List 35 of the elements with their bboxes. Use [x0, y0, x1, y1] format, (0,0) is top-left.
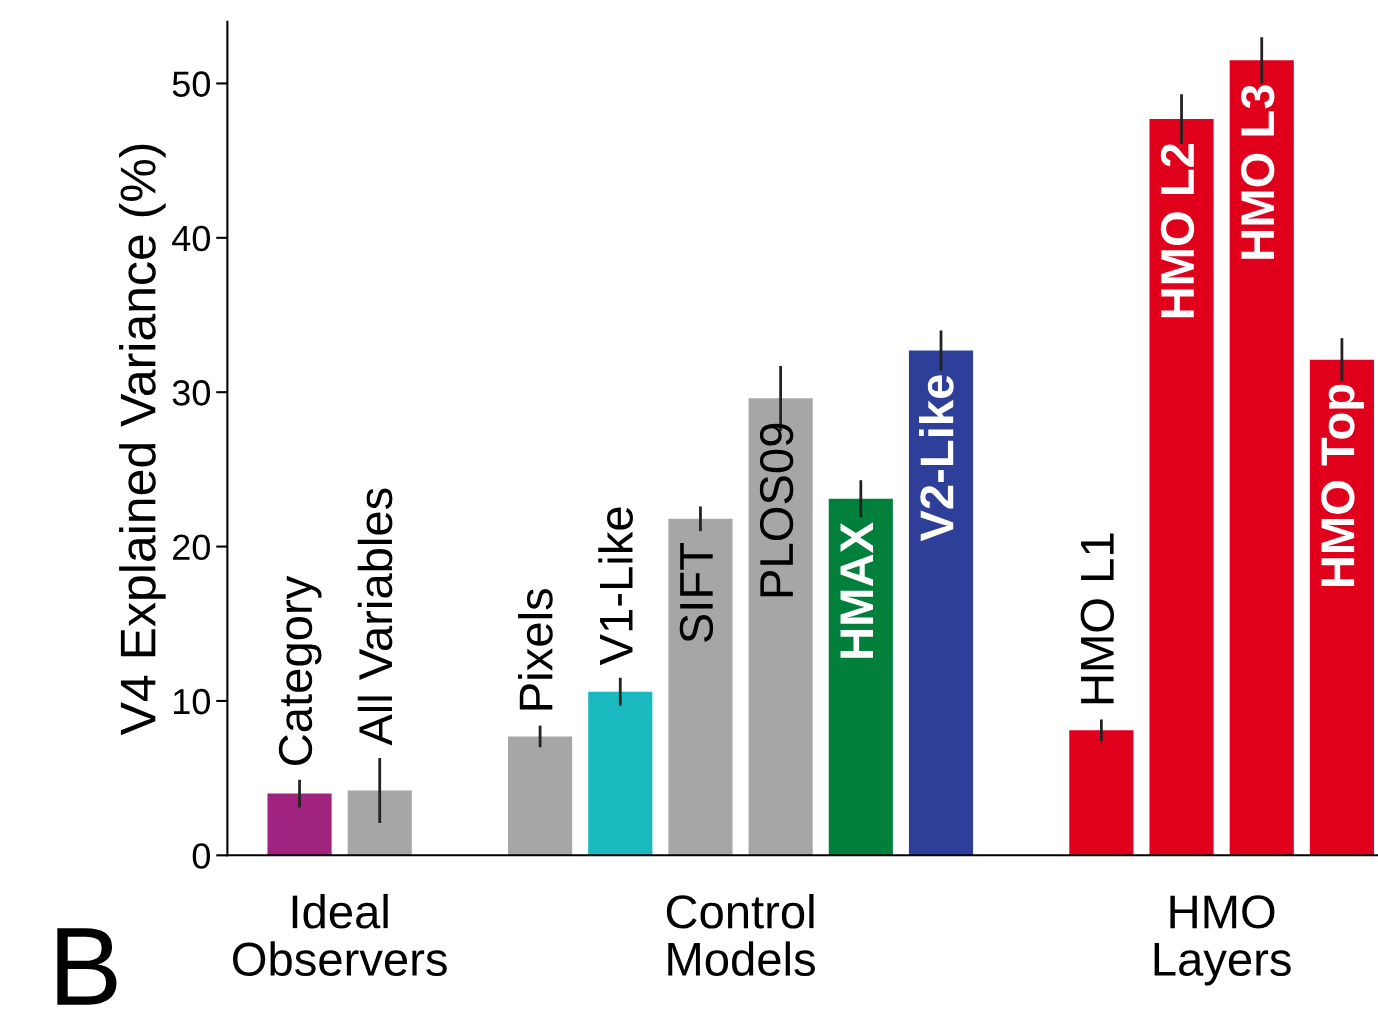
bar	[1309, 359, 1374, 856]
y-tick-label: 20	[173, 534, 210, 561]
x-tick-label: HMAX	[840, 522, 874, 658]
bar	[508, 736, 573, 856]
x-tick-label: PLOS09	[759, 423, 794, 597]
x-tick-label: SIFT	[679, 543, 714, 643]
y-axis-title: V4 Explained Variance (%)	[119, 144, 166, 736]
y-tick-label: 30	[172, 380, 210, 406]
text: B	[57, 928, 117, 1005]
x-tick-label: Category	[278, 575, 322, 765]
x-tick-label: Pixels	[518, 589, 553, 710]
y-tick-label: 40	[172, 225, 210, 252]
bar	[347, 790, 412, 856]
bar	[908, 350, 974, 856]
bar	[267, 793, 332, 856]
y-tick-label: 0	[192, 843, 210, 869]
x-tick-label: V1-Like	[598, 507, 633, 666]
x-tick-label: HMO Top	[1321, 384, 1364, 587]
text: Ideal Observers	[232, 893, 447, 977]
bar	[1149, 118, 1214, 856]
text: HMO Layers	[1154, 895, 1291, 986]
x-tick-label: V2-Like	[918, 375, 954, 542]
bar	[748, 398, 813, 856]
x-tick-label: HMO L3	[1240, 85, 1275, 259]
x-tick-label: HMO L1	[1080, 533, 1115, 704]
bar	[588, 691, 653, 856]
y-tick-label: 10	[173, 688, 210, 715]
x-tick-label: HMO L2	[1160, 143, 1195, 318]
x-tick-label: All Variables	[357, 488, 393, 746]
text: Control Models	[666, 893, 815, 977]
bar	[668, 518, 733, 856]
bar	[828, 498, 893, 856]
y-tick-label: 50	[172, 71, 210, 97]
bar	[1229, 60, 1294, 856]
bar	[1069, 730, 1134, 856]
